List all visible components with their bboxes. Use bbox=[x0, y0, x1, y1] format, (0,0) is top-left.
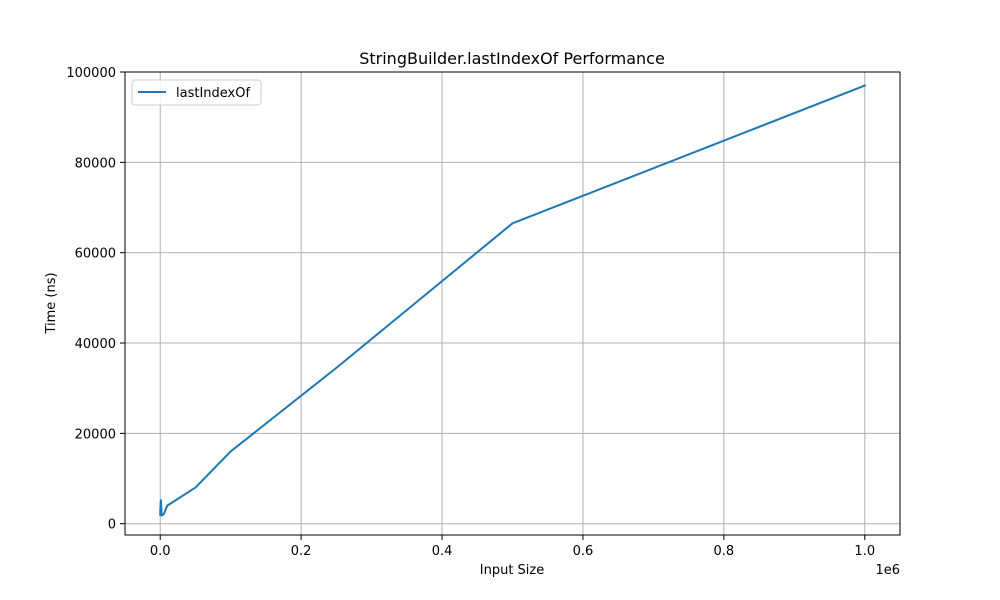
grid-layer bbox=[125, 71, 900, 535]
x-tick-label: 0.6 bbox=[573, 544, 594, 559]
plot-frame bbox=[124, 71, 901, 536]
y-tick-label: 0 bbox=[108, 518, 116, 533]
y-tick-label: 80000 bbox=[75, 156, 116, 171]
x-tick-label: 0.0 bbox=[150, 544, 171, 559]
legend-box bbox=[131, 79, 262, 106]
series-layer bbox=[159, 84, 867, 517]
x-tick-label: 1.0 bbox=[854, 544, 875, 559]
y-tick-label: 60000 bbox=[75, 247, 116, 262]
x-tick-label: 0.2 bbox=[291, 544, 312, 559]
legend: lastIndexOf bbox=[131, 79, 262, 106]
tick-layer: 0.0 0.2 0.4 0.6 0.8 1.0 0 20000 40000 60000 80000 1… bbox=[66, 66, 875, 559]
chart-title: StringBuilder.lastIndexOf Performance bbox=[359, 49, 665, 68]
legend-label-lastindexof: lastIndexOf bbox=[176, 86, 250, 101]
series-line-lastindexof bbox=[159, 84, 867, 517]
x-tick-label: 0.4 bbox=[432, 544, 453, 559]
x-axis-offset-label: 1e6 bbox=[875, 563, 900, 578]
x-tick-label: 0.8 bbox=[714, 544, 735, 559]
x-axis-label: Input Size bbox=[480, 563, 544, 578]
y-axis-label: Time (ns) bbox=[44, 272, 59, 334]
y-tick-label: 20000 bbox=[75, 427, 116, 442]
y-tick-label: 40000 bbox=[75, 337, 116, 352]
y-tick-label: 100000 bbox=[66, 66, 116, 81]
